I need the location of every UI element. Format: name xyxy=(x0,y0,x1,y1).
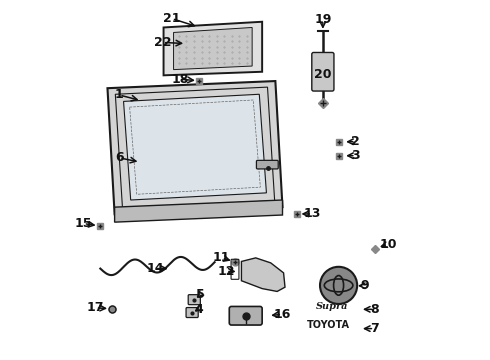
Text: 20: 20 xyxy=(314,68,332,81)
Text: 5: 5 xyxy=(196,288,205,301)
FancyBboxPatch shape xyxy=(188,295,200,305)
Text: 21: 21 xyxy=(163,12,180,25)
Polygon shape xyxy=(107,81,283,214)
Circle shape xyxy=(320,267,357,304)
Text: 22: 22 xyxy=(154,36,172,49)
Polygon shape xyxy=(123,94,267,200)
Text: Supra: Supra xyxy=(316,302,348,311)
Text: 1: 1 xyxy=(115,89,123,102)
Text: 18: 18 xyxy=(172,73,189,86)
FancyBboxPatch shape xyxy=(186,307,198,318)
Text: 4: 4 xyxy=(194,303,203,316)
Text: 17: 17 xyxy=(87,301,104,314)
Text: 6: 6 xyxy=(115,151,123,165)
Text: 7: 7 xyxy=(370,322,379,335)
Text: 10: 10 xyxy=(379,238,396,251)
FancyBboxPatch shape xyxy=(229,306,262,325)
Text: 12: 12 xyxy=(218,265,235,278)
FancyBboxPatch shape xyxy=(312,53,334,91)
Text: 16: 16 xyxy=(273,308,291,321)
Text: 9: 9 xyxy=(360,279,369,292)
Text: TOYOTA: TOYOTA xyxy=(306,320,349,330)
Polygon shape xyxy=(115,200,283,222)
Text: 13: 13 xyxy=(303,207,321,220)
Text: 11: 11 xyxy=(213,251,230,264)
Text: 15: 15 xyxy=(75,217,92,230)
Text: 2: 2 xyxy=(351,135,360,148)
Polygon shape xyxy=(242,258,285,292)
Polygon shape xyxy=(164,22,262,75)
FancyBboxPatch shape xyxy=(256,160,278,169)
Polygon shape xyxy=(173,27,252,69)
Text: 3: 3 xyxy=(351,149,360,162)
Text: 19: 19 xyxy=(314,13,332,27)
Text: 14: 14 xyxy=(146,262,164,275)
Text: 8: 8 xyxy=(370,303,379,316)
